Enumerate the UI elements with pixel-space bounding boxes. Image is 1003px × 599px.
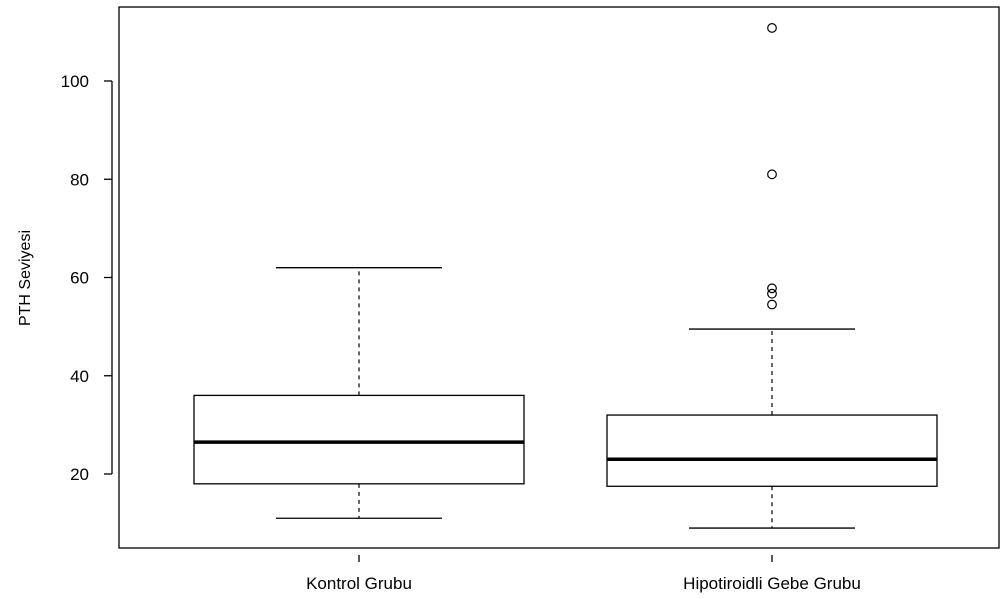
- outlier-point: [767, 23, 777, 33]
- y-tick-label: 80: [70, 170, 89, 189]
- y-tick-label: 20: [70, 465, 89, 484]
- outlier-point: [767, 299, 777, 310]
- outlier-point: [767, 288, 777, 299]
- x-tick-label: Kontrol Grubu: [306, 574, 412, 593]
- y-tick-label: 40: [70, 367, 89, 386]
- x-axis-ticks: Kontrol Grubu Hipotiroidli Gebe Grubu: [306, 555, 861, 593]
- y-axis-label: PTH Seviyesi: [17, 230, 34, 326]
- outlier-point: [767, 283, 777, 294]
- outlier-point: [767, 169, 777, 180]
- y-axis-ticks: 20 40 60 80 100: [61, 72, 112, 484]
- x-tick-label: Hipotiroidli Gebe Grubu: [683, 574, 861, 593]
- iqr-box: [193, 394, 525, 485]
- box-group: [193, 267, 525, 519]
- box-group: [606, 23, 938, 529]
- iqr-box: [606, 414, 938, 487]
- y-tick-label: 60: [70, 269, 89, 288]
- boxes: [193, 23, 938, 529]
- y-tick-label: 100: [61, 72, 89, 91]
- plot-frame: [118, 6, 1000, 549]
